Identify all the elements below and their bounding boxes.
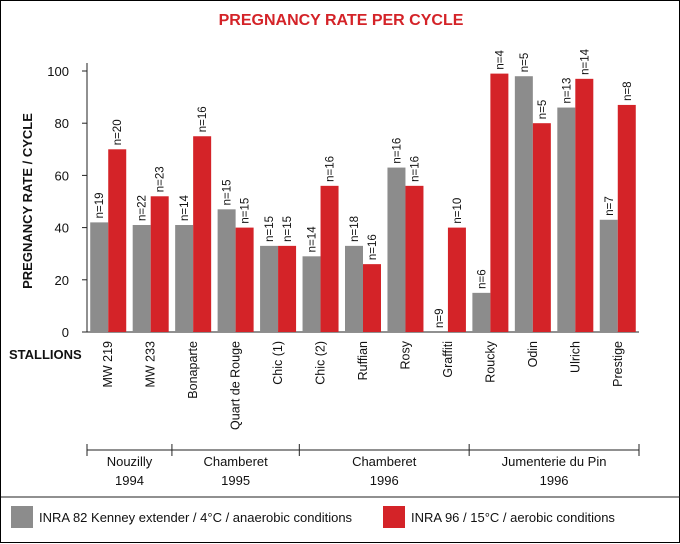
n-label: n=15 xyxy=(240,198,252,224)
group-name: Nouzilly xyxy=(107,454,153,469)
n-label: n=7 xyxy=(604,196,616,216)
bars-layer: n=19 n=20 MW 219 n=22 n=23 MW 233 n=14 n=16 Bona… xyxy=(90,48,636,430)
group-labels: Nouzilly 1994 Chamberet 1995 Chamberet 1996 Ju… xyxy=(86,444,640,488)
bar xyxy=(617,104,636,333)
legend-label: INRA 82 Kenney extender / 4°C / anaerobi… xyxy=(39,510,353,525)
bar xyxy=(363,264,381,332)
bar xyxy=(150,196,169,332)
category-label: Odin xyxy=(526,341,540,367)
bar xyxy=(405,185,424,332)
bar xyxy=(472,292,491,332)
category-label: Ulrich xyxy=(568,341,582,373)
bar xyxy=(90,222,109,332)
bar xyxy=(108,149,127,332)
bar xyxy=(217,209,236,332)
bar xyxy=(278,245,297,332)
bar xyxy=(320,185,339,332)
n-label: n=16 xyxy=(197,106,209,132)
bar xyxy=(575,78,594,332)
bar xyxy=(514,76,533,332)
bar xyxy=(260,245,279,332)
bar xyxy=(599,219,618,332)
n-label: n=5 xyxy=(519,53,531,73)
n-label: n=16 xyxy=(325,156,337,182)
n-label: n=4 xyxy=(494,49,506,69)
category-label: Chic (1) xyxy=(271,341,285,385)
n-label: n=16 xyxy=(367,234,379,260)
bar xyxy=(175,224,194,332)
bar xyxy=(447,227,466,332)
group-year: 1996 xyxy=(540,473,569,488)
bar xyxy=(532,123,551,332)
category-label: Quart de Rouge xyxy=(229,341,243,430)
n-label: n=14 xyxy=(307,226,319,253)
bar xyxy=(387,167,406,332)
y-axis-label: PREGNANCY RATE / CYCLE xyxy=(20,113,35,289)
n-label: n=23 xyxy=(155,166,167,192)
n-label: n=20 xyxy=(112,119,124,145)
n-label: n=22 xyxy=(137,195,149,221)
group-year: 1995 xyxy=(221,473,250,488)
group-name: Chamberet xyxy=(203,454,268,469)
category-label: Bonaparte xyxy=(186,341,200,399)
n-label: n=6 xyxy=(476,269,488,289)
n-label: n=13 xyxy=(561,78,573,104)
n-label: n=19 xyxy=(94,192,106,218)
category-label: Ruffian xyxy=(356,341,370,380)
group-year: 1996 xyxy=(370,473,399,488)
n-label: n=9 xyxy=(434,308,446,328)
category-label: Roucky xyxy=(483,340,497,382)
bar xyxy=(302,256,321,332)
x-axis-label: STALLIONS xyxy=(9,347,82,362)
y-tick-label: 60 xyxy=(55,168,69,183)
n-label: n=16 xyxy=(409,156,421,182)
n-label: n=15 xyxy=(264,216,276,242)
n-label: n=5 xyxy=(537,100,549,120)
bar xyxy=(235,227,254,332)
category-label: MW 233 xyxy=(144,341,158,388)
bar xyxy=(490,73,509,333)
bar xyxy=(345,245,363,332)
y-tick-label: 100 xyxy=(47,64,69,79)
group-year: 1994 xyxy=(115,473,144,488)
bar xyxy=(557,107,576,332)
legend-swatch xyxy=(11,506,33,528)
category-label: Rosy xyxy=(398,340,412,369)
n-label: n=14 xyxy=(579,48,591,75)
category-label: Graffiti xyxy=(441,341,455,378)
y-tick-label: 0 xyxy=(62,325,69,340)
group-name: Chamberet xyxy=(352,454,417,469)
n-label: n=15 xyxy=(222,179,234,205)
legend: INRA 82 Kenney extender / 4°C / anaerobi… xyxy=(1,496,680,528)
n-label: n=8 xyxy=(622,81,634,101)
n-label: n=10 xyxy=(452,198,464,224)
n-label: n=16 xyxy=(391,138,403,164)
y-tick-label: 20 xyxy=(55,273,69,288)
legend-label: INRA 96 / 15°C / aerobic conditions xyxy=(411,510,615,525)
bar xyxy=(193,136,212,332)
n-label: n=15 xyxy=(282,216,294,242)
y-tick-label: 80 xyxy=(55,116,69,131)
legend-swatch xyxy=(383,506,405,528)
category-label: MW 219 xyxy=(101,341,115,388)
bar xyxy=(132,224,151,332)
y-tick-label: 40 xyxy=(55,221,69,236)
category-label: Prestige xyxy=(611,341,625,387)
n-label: n=14 xyxy=(179,194,191,221)
group-name: Jumenterie du Pin xyxy=(502,454,607,469)
category-label: Chic (2) xyxy=(314,341,328,385)
n-label: n=18 xyxy=(349,216,361,242)
chart-title: PREGNANCY RATE PER CYCLE xyxy=(219,12,464,29)
